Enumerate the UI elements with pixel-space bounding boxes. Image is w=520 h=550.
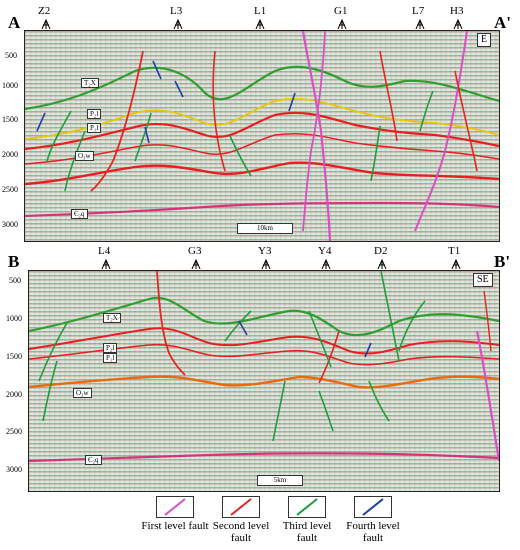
legend-item-first-level: First level fault — [140, 496, 210, 532]
well-icon — [261, 259, 271, 269]
well-icon — [321, 259, 331, 269]
depth-tick: 1500 — [2, 115, 18, 124]
depth-tick: 500 — [9, 276, 21, 285]
legend-swatch — [222, 496, 260, 518]
section-b-end-label: B' — [494, 252, 511, 271]
horizon-label: P₁l — [87, 123, 102, 133]
well-icon — [41, 19, 51, 29]
horizon-label: O₃w — [73, 388, 92, 398]
legend-label: Third level fault — [282, 520, 332, 544]
well-label: G1 — [334, 5, 348, 17]
horizon-label: Є₂q — [71, 209, 88, 219]
depth-tick: 1500 — [6, 352, 22, 361]
legend-label: First level fault — [141, 520, 209, 532]
well-icon — [191, 259, 201, 269]
depth-tick: 1000 — [6, 314, 22, 323]
horizon-label: P₁l — [103, 353, 118, 363]
well-label: L7 — [412, 5, 425, 17]
well-icon — [173, 19, 183, 29]
depth-tick: 2500 — [6, 427, 22, 436]
section-b-start-label: B — [8, 252, 20, 271]
depth-tick: 3000 — [6, 465, 22, 474]
legend-item-fourth-level: Fourth level fault — [338, 496, 408, 544]
well-label: T1 — [448, 245, 461, 257]
depth-tick: 2000 — [6, 390, 22, 399]
horizon-label: O₃w — [75, 151, 94, 161]
well-icon — [451, 259, 461, 269]
legend-swatch — [354, 496, 392, 518]
well-label: L1 — [254, 5, 267, 17]
legend-swatch — [156, 496, 194, 518]
legend-item-third-level: Third level fault — [272, 496, 342, 544]
horizon-label: Є₂q — [85, 455, 102, 465]
depth-tick: 3000 — [2, 220, 18, 229]
depth-tick: 500 — [5, 51, 17, 60]
horizon-label: T₂X — [103, 313, 121, 323]
legend-label: Fourth level fault — [346, 520, 400, 544]
well-label: D2 — [374, 245, 388, 257]
section-b-overlay — [29, 271, 499, 463]
legend-item-second-level: Second level fault — [206, 496, 276, 544]
direction-indicator: SE — [473, 273, 493, 287]
seismic-section-b: T₂X P₂l P₁l O₃w Є₂q SE 5km — [28, 270, 500, 492]
horizon-label: P₂l — [87, 109, 102, 119]
scale-bar: 5km — [257, 475, 303, 486]
direction-indicator: E — [477, 33, 492, 47]
well-label: Y3 — [258, 245, 272, 257]
well-label: H3 — [450, 5, 464, 17]
depth-tick: 2000 — [2, 150, 18, 159]
section-a-end-label: A' — [494, 13, 511, 32]
well-icon — [377, 259, 387, 269]
seismic-section-a: T₂X P₂l P₁l O₃w Є₂q E 10km — [24, 30, 500, 242]
legend-label: Second level fault — [212, 520, 270, 544]
well-label: Z2 — [38, 5, 51, 17]
well-icon — [255, 19, 265, 29]
well-label: L4 — [98, 245, 111, 257]
well-icon — [337, 19, 347, 29]
well-label: L3 — [170, 5, 183, 17]
horizon-label: P₂l — [103, 343, 118, 353]
well-label: Y4 — [318, 245, 332, 257]
depth-tick: 2500 — [2, 185, 18, 194]
well-icon — [415, 19, 425, 29]
horizon-label: T₂X — [81, 78, 99, 88]
well-icon — [101, 259, 111, 269]
well-label: G3 — [188, 245, 202, 257]
section-a-start-label: A — [8, 13, 21, 32]
scale-bar: 10km — [237, 223, 293, 234]
legend-swatch — [288, 496, 326, 518]
section-a-overlay — [25, 31, 499, 241]
depth-tick: 1000 — [2, 81, 18, 90]
well-icon — [453, 19, 463, 29]
